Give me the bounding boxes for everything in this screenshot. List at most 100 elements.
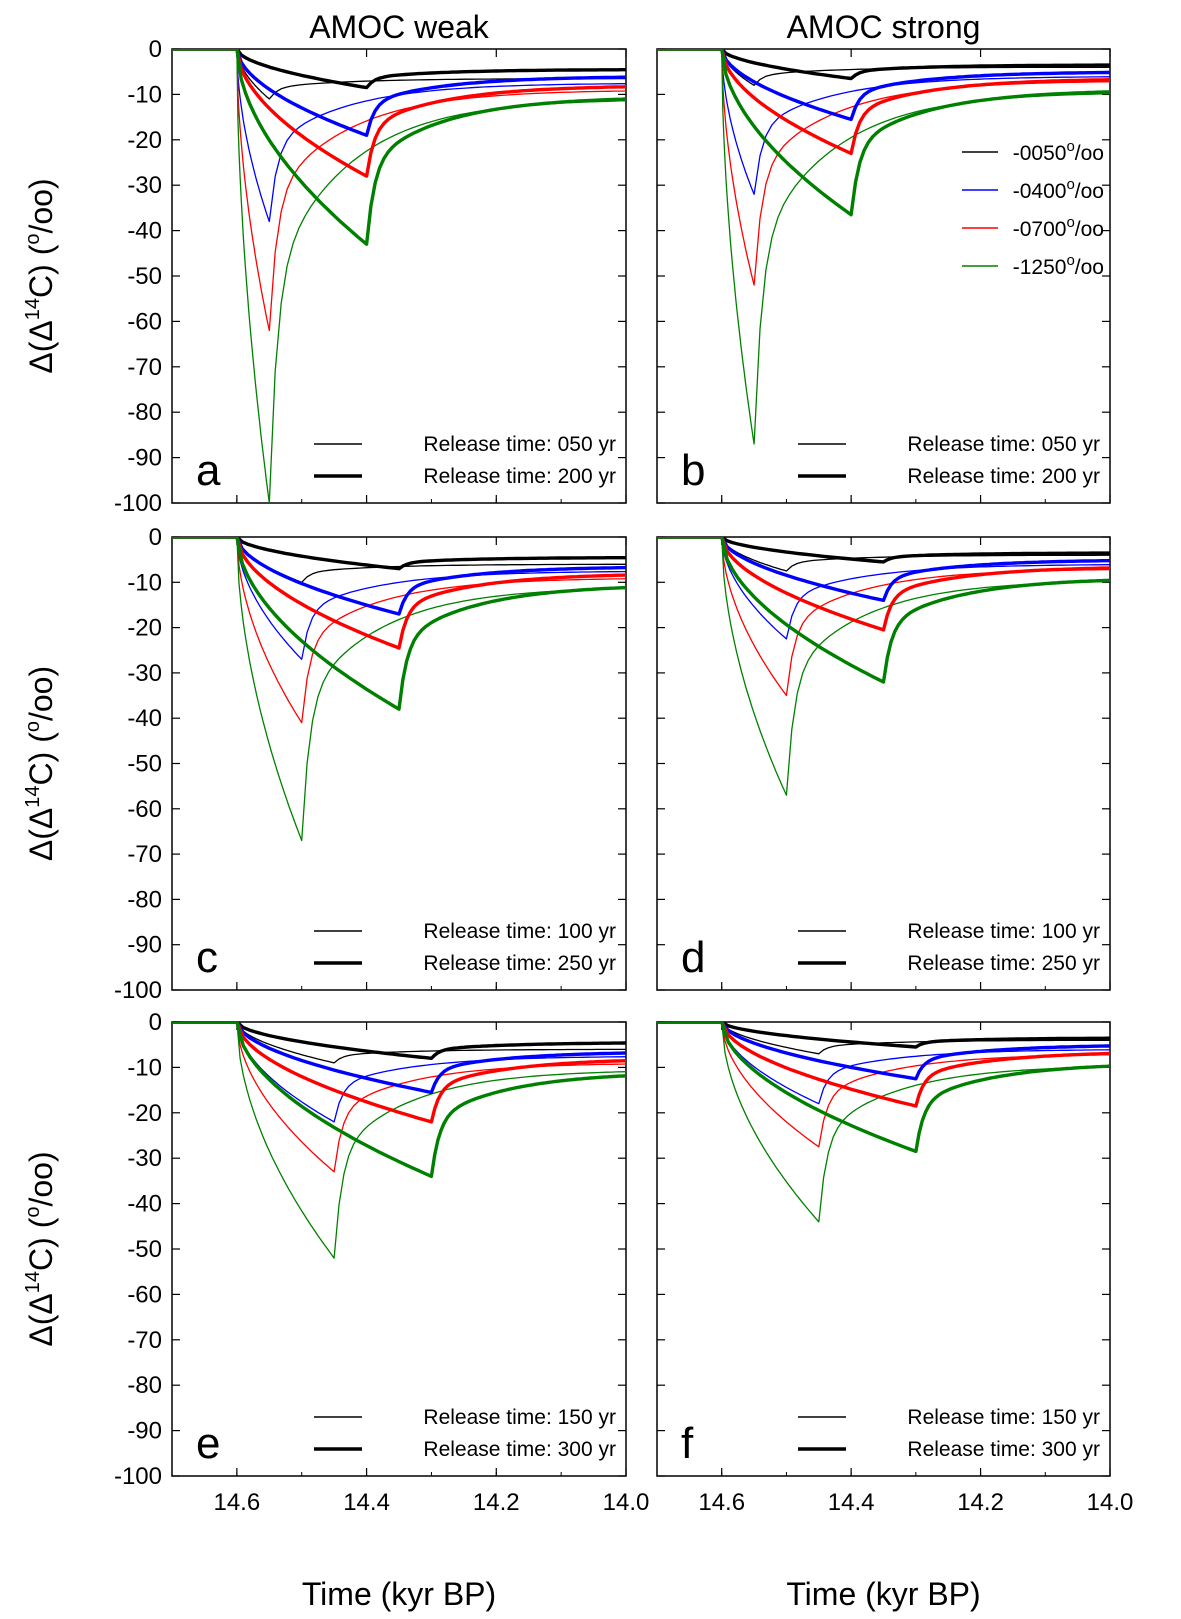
y-tick-label: -20 bbox=[127, 615, 162, 642]
ylabel-part: C) ( bbox=[23, 732, 59, 786]
series-line-thick--1250 bbox=[172, 1022, 626, 1179]
y-tick-label: 0 bbox=[149, 36, 162, 63]
y-tick-label: -40 bbox=[127, 218, 162, 245]
series-line-thick--0700 bbox=[172, 1022, 626, 1124]
y-axis-title: Δ(Δ14C) (o/oo) bbox=[22, 178, 59, 373]
panel-letter: c bbox=[196, 933, 218, 982]
panel-f: 14.6 14.4 14.2 14.0 f Release time: 150 yr Rel… bbox=[656, 1021, 1133, 1516]
series-line-thick--0050 bbox=[172, 49, 626, 90]
series-line-thin--0400 bbox=[172, 1022, 626, 1123]
legend-series-value: -0400 bbox=[1013, 180, 1067, 203]
y-tick-label: -90 bbox=[127, 1418, 162, 1445]
ylabel-part: /oo) bbox=[23, 1151, 59, 1206]
ylabel-sup: o bbox=[22, 1207, 44, 1218]
y-tick-label: -10 bbox=[127, 1054, 162, 1081]
x-tick-label: 14.0 bbox=[603, 1489, 650, 1516]
series-line-thin--0400 bbox=[657, 537, 1110, 640]
series-line-thin--1250 bbox=[657, 1022, 1110, 1223]
panel-c: 0 -10 -20 -30 -40 -50 -60 -70 -80 -90 -100 c Release… bbox=[114, 524, 627, 1004]
series-line-thin--0700 bbox=[172, 537, 626, 724]
legend-release-thick: Release time: 250 yr bbox=[423, 952, 616, 975]
y-tick-label: -70 bbox=[127, 354, 162, 381]
legend-release-thick: Release time: 300 yr bbox=[423, 1438, 616, 1461]
ylabel-part: Δ(Δ bbox=[23, 320, 59, 373]
legend-series-label: -0050o/oo bbox=[1013, 138, 1104, 165]
series-line-thin--0400 bbox=[172, 537, 626, 660]
x-tick-label: 14.6 bbox=[698, 1489, 745, 1516]
series-group bbox=[657, 537, 1110, 796]
legend-series-label: -0400o/oo bbox=[1013, 176, 1104, 203]
y-tick-label: -50 bbox=[127, 263, 162, 290]
series-line-thick--0400 bbox=[657, 537, 1110, 603]
series-line-thick--0700 bbox=[657, 537, 1110, 632]
column-title: AMOC weak bbox=[309, 9, 490, 45]
legend-series-unit: /oo bbox=[1075, 218, 1104, 241]
legend-series-sup: o bbox=[1066, 176, 1074, 193]
y-tick-label: -40 bbox=[127, 1191, 162, 1218]
panel-letter: b bbox=[681, 446, 705, 495]
y-tick-label: -100 bbox=[114, 977, 162, 1004]
legend-series-label: -1250o/oo bbox=[1013, 252, 1104, 279]
x-axis-title: Time (kyr BP) bbox=[302, 1576, 496, 1612]
ylabel-sup: 14 bbox=[22, 1271, 44, 1293]
legend-release-thick: Release time: 200 yr bbox=[423, 465, 616, 488]
series-group bbox=[657, 49, 1110, 445]
ylabel-part: C) ( bbox=[23, 1217, 59, 1271]
legend-series-value: -0050 bbox=[1013, 142, 1067, 165]
y-tick-label: -50 bbox=[127, 1236, 162, 1263]
series-line-thin--0400 bbox=[172, 49, 626, 223]
series-line-thick--0050 bbox=[172, 537, 626, 571]
ylabel-part: /oo) bbox=[23, 178, 59, 233]
y-tick-label: 0 bbox=[149, 524, 162, 551]
legend-series-value: -1250 bbox=[1013, 256, 1067, 279]
ylabel-part: Δ(Δ bbox=[23, 1293, 59, 1346]
series-group bbox=[172, 49, 626, 503]
series-line-thick--0700 bbox=[657, 49, 1110, 156]
series-line-thin--0050 bbox=[172, 1022, 626, 1064]
ylabel-part: /oo) bbox=[23, 666, 59, 721]
series-line-thick--0700 bbox=[172, 49, 626, 178]
series-group bbox=[172, 1022, 626, 1259]
x-tick-label: 14.2 bbox=[473, 1489, 520, 1516]
y-tick-label: -60 bbox=[127, 1281, 162, 1308]
legend-release-thin: Release time: 150 yr bbox=[423, 1406, 616, 1429]
y-tick-label: -60 bbox=[127, 308, 162, 335]
y-tick-label: -90 bbox=[127, 932, 162, 959]
series-line-thick--0700 bbox=[657, 1022, 1110, 1108]
legend-release-thin: Release time: 050 yr bbox=[423, 433, 616, 456]
legend-series-sup: o bbox=[1066, 252, 1074, 269]
series-line-thin--0050 bbox=[657, 1022, 1110, 1055]
legend-release-thick: Release time: 300 yr bbox=[907, 1438, 1100, 1461]
series-line-thin--0050 bbox=[657, 537, 1110, 572]
y-tick-label: -70 bbox=[127, 841, 162, 868]
ylabel-sup: 14 bbox=[22, 298, 44, 320]
y-axis-title: Δ(Δ14C) (o/oo) bbox=[22, 666, 59, 861]
series-line-thick--0700 bbox=[172, 537, 626, 650]
series-line-thin--0400 bbox=[657, 1022, 1110, 1105]
series-line-thin--0050 bbox=[657, 49, 1110, 86]
y-tick-label: 0 bbox=[149, 1009, 162, 1036]
series-line-thick--0050 bbox=[657, 49, 1110, 81]
legend-series-value: -0700 bbox=[1013, 218, 1067, 241]
y-tick-label: -10 bbox=[127, 569, 162, 596]
series-group bbox=[172, 537, 626, 842]
series-line-thick--0050 bbox=[657, 1022, 1110, 1049]
y-tick-label: -70 bbox=[127, 1327, 162, 1354]
y-tick-label: -60 bbox=[127, 796, 162, 823]
y-tick-label: -100 bbox=[114, 490, 162, 517]
x-tick-label: 14.2 bbox=[957, 1489, 1004, 1516]
legend-release-thin: Release time: 100 yr bbox=[907, 920, 1100, 943]
y-tick-label: -80 bbox=[127, 399, 162, 426]
column-title: AMOC strong bbox=[787, 9, 981, 45]
x-tick-label: 14.4 bbox=[828, 1489, 875, 1516]
series-line-thick--1250 bbox=[172, 49, 626, 246]
y-tick-label: -80 bbox=[127, 1372, 162, 1399]
series-line-thick--1250 bbox=[657, 49, 1110, 217]
x-tick-label: 14.6 bbox=[213, 1489, 260, 1516]
panel-letter: f bbox=[681, 1419, 694, 1468]
legend-series-sup: o bbox=[1066, 214, 1074, 231]
series-group bbox=[657, 1022, 1110, 1223]
y-axis-title-text: Δ(Δ14C) (o/oo) bbox=[22, 178, 59, 373]
series-line-thick--0050 bbox=[172, 1022, 626, 1060]
